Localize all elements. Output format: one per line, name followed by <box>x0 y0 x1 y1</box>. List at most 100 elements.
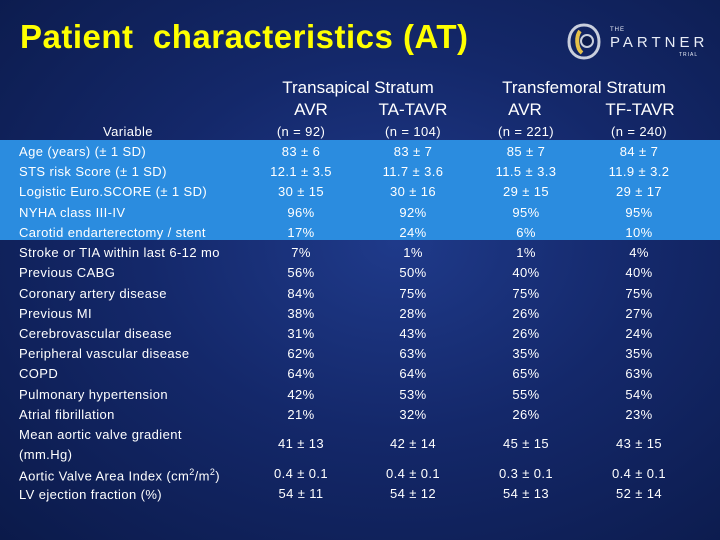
row-label: Age (years) (± 1 SD) <box>19 144 147 159</box>
table-cell: 17% <box>287 225 315 240</box>
table-cell: 10% <box>625 225 653 240</box>
table-cell: 65% <box>512 366 540 381</box>
table-cell: 55% <box>512 387 540 402</box>
row-label: Logistic Euro.SCORE (± 1 SD) <box>19 184 208 199</box>
table-cell: 92% <box>399 205 427 220</box>
table-cell: 75% <box>399 286 427 301</box>
table-cell: 40% <box>625 265 653 280</box>
group-header-transapical: Transapical Stratum <box>282 78 434 97</box>
table-cell: 63% <box>625 366 653 381</box>
n-count-cell: (n = 221) <box>498 124 554 139</box>
arm-header-tf-tavr: TF-TAVR <box>605 100 675 119</box>
table-cell: 83 ± 6 <box>281 144 321 159</box>
table-cell: 11.5 ± 3.3 <box>495 164 557 179</box>
table-cell: 75% <box>512 286 540 301</box>
row-label: Aortic Valve Area Index (cm2/m2) <box>19 467 220 483</box>
table-cell: 1% <box>516 245 536 260</box>
table-cell: 0.4 ± 0.1 <box>273 466 329 481</box>
table-cell: 63% <box>399 346 427 361</box>
arm-header-avr-tf: AVR <box>508 100 542 119</box>
table-cell: 24% <box>625 326 653 341</box>
table-cell: 28% <box>399 306 427 321</box>
table-cell: 11.9 ± 3.2 <box>608 164 670 179</box>
table-cell: 1% <box>403 245 423 260</box>
row-label: LV ejection fraction (%) <box>19 487 163 502</box>
table-cell: 83 ± 7 <box>393 144 433 159</box>
table-cell: 43 ± 15 <box>615 436 663 451</box>
table-cell: 38% <box>287 306 315 321</box>
table-cell: 11.7 ± 3.6 <box>382 164 444 179</box>
logo-trial-text: TRIAL <box>679 52 699 58</box>
table-cell: 40% <box>512 265 540 280</box>
table-cell: 43% <box>399 326 427 341</box>
row-label: NYHA class III-IV <box>19 205 126 220</box>
table-cell: 75% <box>625 286 653 301</box>
heart-valve-icon <box>567 23 601 60</box>
n-count-cell: (n = 240) <box>611 124 667 139</box>
table-cell: 0.4 ± 0.1 <box>611 466 667 481</box>
table-cell: 21% <box>287 407 315 422</box>
table-cell: 54 ± 11 <box>278 486 324 501</box>
table-cell: 54 ± 13 <box>502 486 550 501</box>
table-cell: 52 ± 14 <box>615 486 663 501</box>
n-count-cell: (n = 92) <box>276 124 326 139</box>
table-cell: 42 ± 14 <box>389 436 437 451</box>
table-cell: 0.4 ± 0.1 <box>385 466 441 481</box>
table-cell: 7% <box>291 245 311 260</box>
table-cell: 95% <box>625 205 653 220</box>
row-label: Previous MI <box>19 306 93 321</box>
table-cell: 84% <box>287 286 315 301</box>
row-label-continued: (mm.Hg) <box>19 447 73 462</box>
row-label: Cerebrovascular disease <box>19 326 172 341</box>
table-cell: 45 ± 15 <box>502 436 550 451</box>
arm-header-ta-tavr: TA-TAVR <box>378 100 448 119</box>
table-cell: 62% <box>287 346 315 361</box>
row-label: STS risk Score (± 1 SD) <box>19 164 167 179</box>
logo-name-text: PARTNER <box>610 34 709 51</box>
table-cell: 27% <box>625 306 653 321</box>
partner-trial-logo: THE PARTNER TRIAL <box>566 22 706 62</box>
row-label: Atrial fibrillation <box>19 407 115 422</box>
variable-header: Variable <box>103 124 153 139</box>
row-label: COPD <box>19 366 59 381</box>
table-cell: 4% <box>629 245 649 260</box>
page-title: Patient characteristics (AT) <box>20 18 469 55</box>
row-label-text: ) <box>215 468 221 484</box>
table-cell: 35% <box>625 346 653 361</box>
table-cell: 29 ± 17 <box>615 184 663 199</box>
table-cell: 85 ± 7 <box>506 144 546 159</box>
row-label: Previous CABG <box>19 265 116 280</box>
row-label-text: /m <box>194 468 210 484</box>
table-cell: 32% <box>399 407 427 422</box>
superscript: 2 <box>189 467 195 477</box>
table-cell: 41 ± 13 <box>277 436 325 451</box>
table-cell: 42% <box>287 387 315 402</box>
table-cell: 6% <box>516 225 536 240</box>
table-cell: 95% <box>512 205 540 220</box>
arm-header-avr-ta: AVR <box>294 100 328 119</box>
superscript: 2 <box>209 467 216 477</box>
row-label: Carotid endarterectomy / stent <box>19 225 206 240</box>
table-cell: 64% <box>399 366 427 381</box>
table-cell: 54% <box>625 387 653 402</box>
table-cell: 26% <box>512 407 540 422</box>
table-cell: 26% <box>512 306 540 321</box>
table-cell: 64% <box>287 366 315 381</box>
table-cell: 84 ± 7 <box>619 144 659 159</box>
table-cell: 29 ± 15 <box>502 184 550 199</box>
row-label: Stroke or TIA within last 6-12 mo <box>19 245 220 260</box>
row-label: Peripheral vascular disease <box>19 346 190 361</box>
table-cell: 30 ± 16 <box>389 184 437 199</box>
row-label-text: Aortic Valve Area Index (cm <box>19 468 190 484</box>
row-label: Mean aortic valve gradient <box>19 427 182 442</box>
table-cell: 0.3 ± 0.1 <box>498 466 554 481</box>
table-cell: 26% <box>512 326 540 341</box>
table-cell: 12.1 ± 3.5 <box>270 164 332 179</box>
table-cell: 53% <box>399 387 427 402</box>
row-label: Pulmonary hypertension <box>19 387 168 402</box>
table-cell: 30 ± 15 <box>277 184 325 199</box>
table-cell: 35% <box>512 346 540 361</box>
table-cell: 54 ± 12 <box>389 486 437 501</box>
row-label: Coronary artery disease <box>19 286 167 301</box>
table-cell: 96% <box>287 205 315 220</box>
